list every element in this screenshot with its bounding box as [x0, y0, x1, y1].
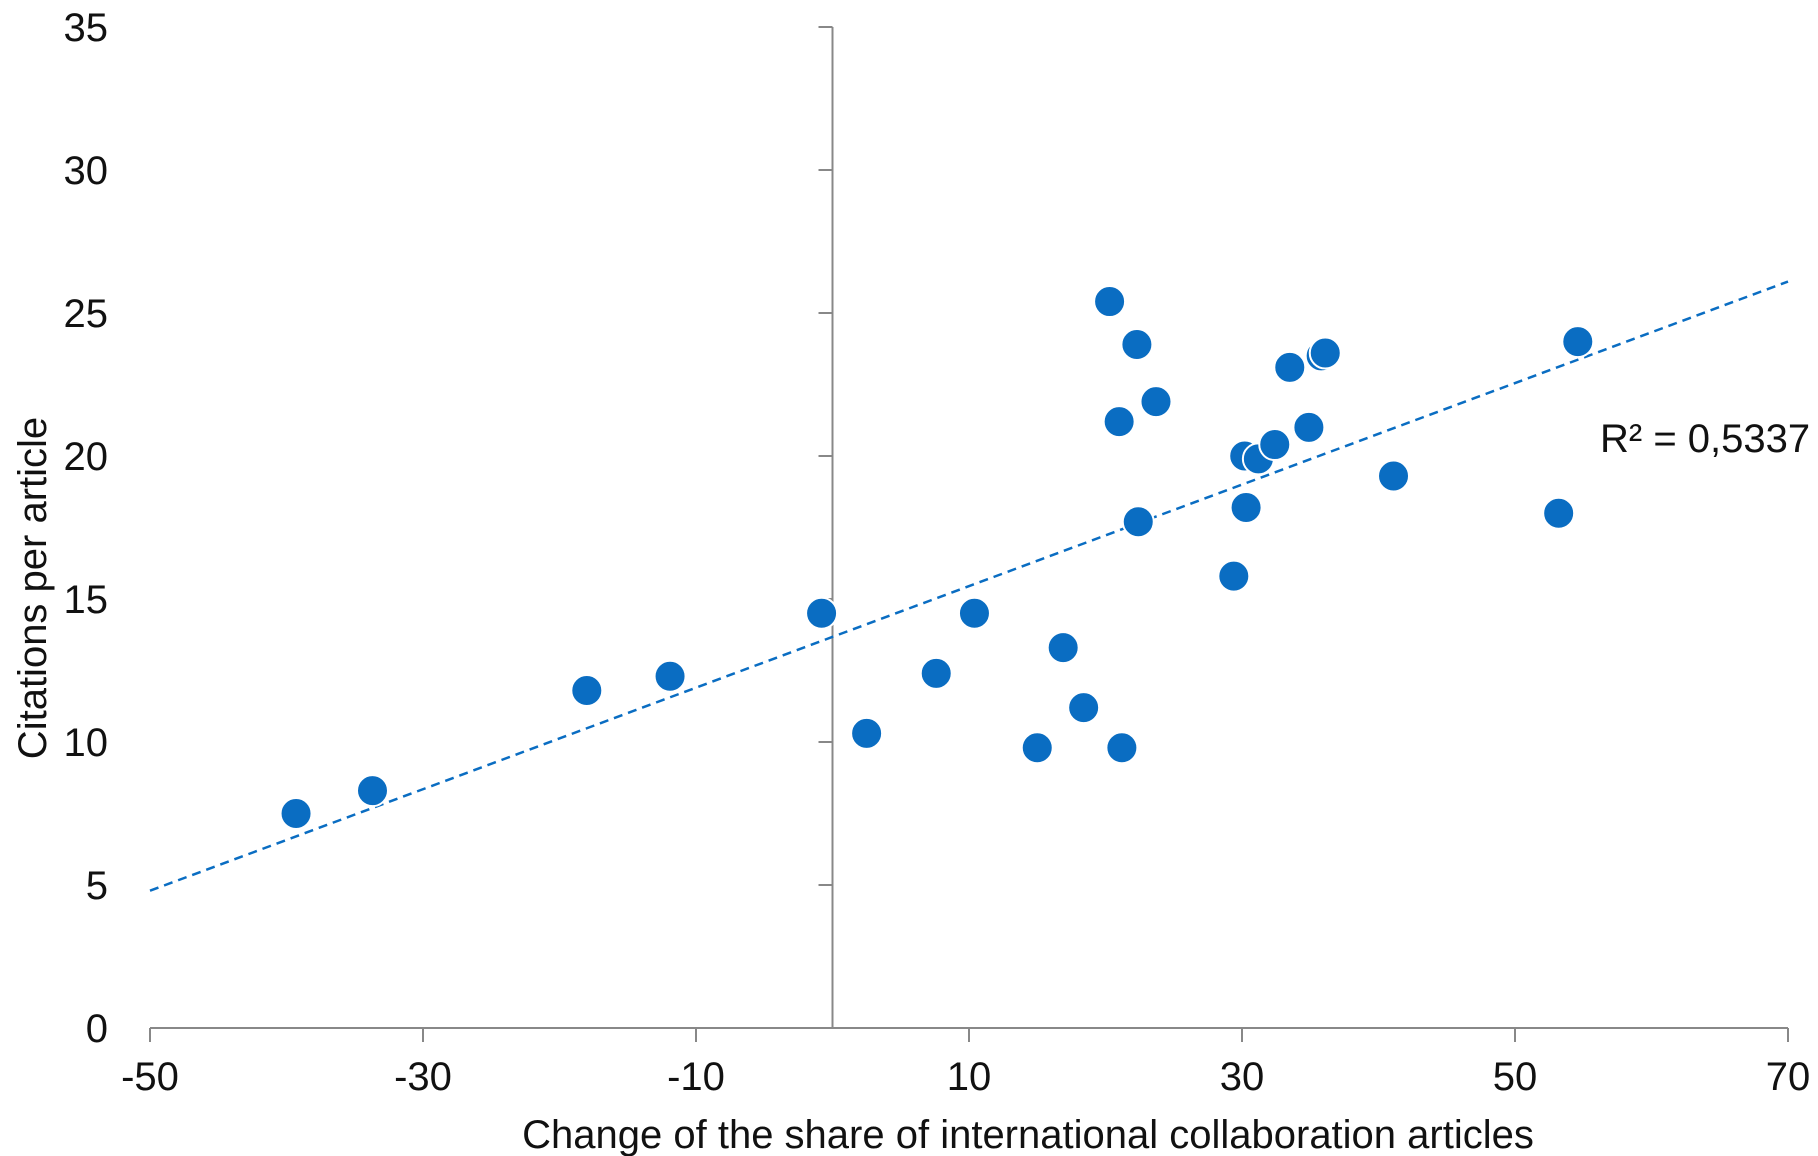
y-tick-label: 5 — [86, 864, 108, 908]
data-point — [1542, 496, 1576, 530]
data-point — [1120, 327, 1154, 361]
y-tick-label: 35 — [64, 6, 109, 50]
data-point — [1067, 691, 1101, 725]
data-point — [1046, 631, 1080, 665]
x-tick-label: 30 — [1220, 1055, 1265, 1099]
trendline — [149, 280, 1789, 892]
data-point — [279, 797, 313, 830]
labels-layer: R² = 0,5337 Change of the share of inter… — [11, 417, 1810, 1156]
y-tick-label: 25 — [64, 292, 109, 336]
points-layer — [279, 285, 1595, 830]
data-point — [919, 656, 953, 690]
data-point — [1377, 459, 1411, 493]
x-tick-label: -50 — [121, 1055, 179, 1099]
r-squared-label: R² = 0,5337 — [1600, 417, 1810, 461]
data-point — [1308, 336, 1342, 370]
x-tick-label: 50 — [1493, 1055, 1538, 1099]
x-tick-label: -10 — [667, 1055, 725, 1099]
data-point — [1102, 405, 1136, 439]
y-tick-label: 20 — [64, 435, 109, 479]
data-point — [805, 596, 839, 630]
y-tick-label: 30 — [64, 149, 109, 193]
data-point — [1561, 325, 1595, 359]
data-point — [1292, 410, 1326, 444]
data-point — [1139, 385, 1173, 419]
y-tick-label: 0 — [86, 1007, 108, 1051]
data-point — [957, 596, 991, 630]
data-point — [1258, 428, 1292, 462]
x-axis-title: Change of the share of international col… — [522, 1113, 1534, 1156]
data-point — [653, 659, 687, 693]
y-tick-label: 15 — [64, 578, 109, 622]
data-point — [1020, 731, 1054, 765]
data-point — [1105, 731, 1139, 765]
x-tick-label: -30 — [394, 1055, 452, 1099]
data-point — [355, 774, 389, 808]
x-tick-label: 10 — [947, 1055, 992, 1099]
data-point — [1217, 559, 1251, 593]
data-point — [1229, 490, 1263, 524]
trendline-layer — [149, 280, 1789, 892]
data-point — [850, 716, 884, 750]
y-tick-label: 10 — [64, 721, 109, 765]
x-tick-label: 70 — [1766, 1055, 1811, 1099]
data-point — [1273, 350, 1307, 384]
data-point — [1121, 505, 1155, 539]
y-axis-title: Citations per article — [11, 417, 55, 759]
data-point — [570, 674, 604, 708]
data-point — [1093, 285, 1127, 319]
axes-layer: -50 -30 -10 10 30 50 70 0 5 10 15 20 25 30 35 — [64, 6, 1811, 1099]
